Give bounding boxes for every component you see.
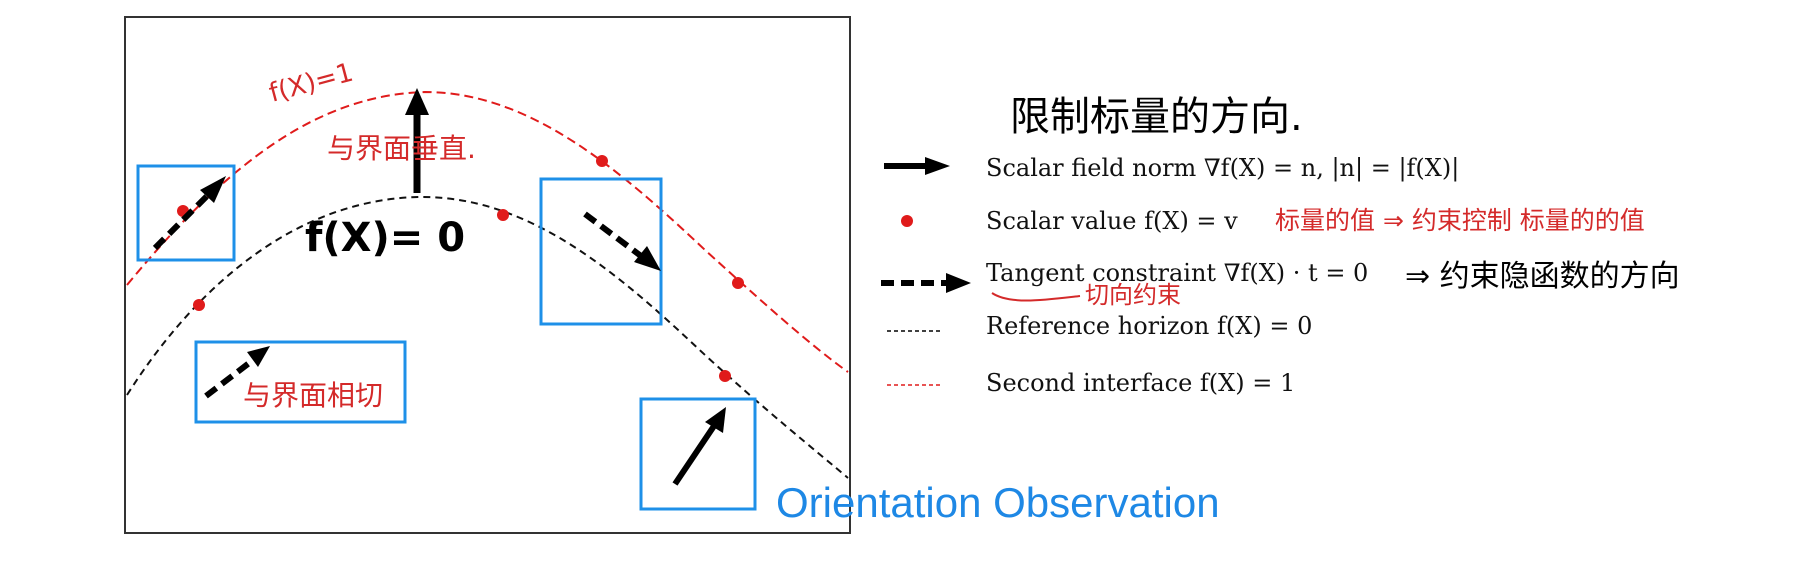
normal-arrow: [672, 421, 719, 486]
tangent-underline-note: 切向约束: [1085, 281, 1181, 309]
upper-curve-label: f(X)=1: [266, 58, 356, 109]
scalar-value-dot: [596, 155, 608, 167]
legend-label-reference-horizon: Reference horizon f(X) = 0: [986, 312, 1312, 340]
diagram-caption: Orientation Observation: [776, 479, 1220, 526]
legend-label-second-interface: Second interface f(X) = 1: [986, 369, 1295, 397]
scalar-value-dot: [732, 277, 744, 289]
observation-box: [136, 164, 236, 262]
legend-label-scalar-value: Scalar value f(X) = v: [986, 207, 1238, 235]
legend-label-normal: Scalar field norm ∇f(X) = n, |n| = |f(X)…: [986, 154, 1459, 183]
perpendicular-annotation: 与界面垂直.: [327, 132, 476, 165]
scalar-value-dot: [193, 299, 205, 311]
legend-header-note: 限制标量的方向.: [1010, 94, 1303, 140]
tangent-underline: [991, 292, 1081, 302]
solid-arrow-icon-head: [925, 157, 950, 175]
tangent-arrow-head: [200, 176, 226, 203]
tangent-arrow: [204, 354, 259, 399]
normal-arrow-head: [705, 407, 726, 433]
reference-horizon-curve: [126, 195, 849, 479]
scalar-value-dot: [497, 209, 509, 221]
observation-box: [539, 177, 663, 326]
legend-label-tangent: Tangent constraint ∇f(X) · t = 0: [986, 259, 1368, 287]
dashed-arrow-icon-head: [946, 273, 971, 293]
observation-box: [639, 397, 757, 511]
scalar-value-dot: [719, 370, 731, 382]
tangent-arrow: [583, 211, 647, 262]
tangent-arrow-head: [634, 246, 661, 271]
tangent-arrow-head: [247, 346, 270, 367]
tangent-annotation: 与界面相切: [243, 379, 383, 412]
scalar-value-note: 标量的值 ⇒ 约束控制 标量的的值: [1275, 206, 1645, 235]
red-dot-icon: [901, 215, 913, 227]
normal-arrow-head: [405, 88, 429, 115]
second-interface-curve: [126, 90, 849, 373]
tangent-arrow: [152, 188, 215, 251]
plot-frame: [124, 16, 851, 534]
tangent-note: ⇒ 约束隐函数的方向: [1405, 259, 1680, 294]
lower-curve-label: f(X)= 0: [305, 215, 465, 261]
observation-box: [194, 340, 407, 424]
